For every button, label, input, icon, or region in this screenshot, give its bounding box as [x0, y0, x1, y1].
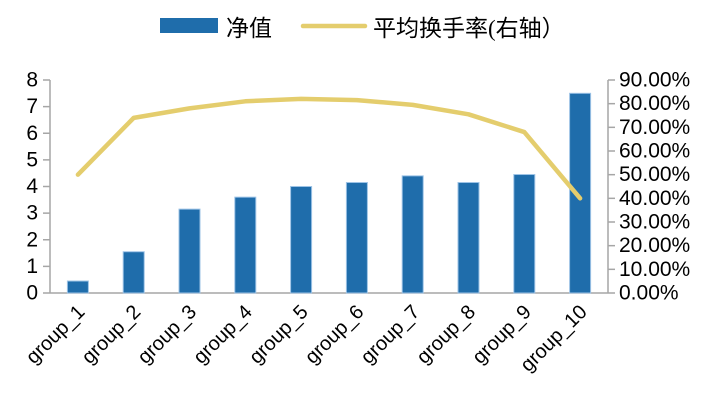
left-axis-tick-label: 4 — [26, 175, 38, 198]
left-axis-tick-label: 0 — [26, 282, 38, 305]
x-axis-category-label: group_3 — [134, 301, 201, 368]
legend-bar-label: 净值 — [226, 16, 272, 41]
legend-bar-swatch-icon — [160, 18, 218, 33]
right-axis-tick-label: 40.00% — [619, 187, 690, 210]
right-axis-tick-label: 30.00% — [619, 211, 690, 234]
right-axis-tick-label: 80.00% — [619, 92, 690, 115]
legend-line-label: 平均换手率(右轴） — [373, 16, 565, 41]
left-axis-tick-label: 8 — [26, 69, 38, 92]
right-axis-tick-label: 0.00% — [619, 282, 679, 305]
right-axis-tick-label: 50.00% — [619, 163, 690, 186]
right-axis-tick-label: 20.00% — [619, 234, 690, 257]
x-axis-category-label: group_6 — [301, 301, 368, 368]
bar-group_1 — [66, 280, 89, 294]
right-axis-tick-label: 60.00% — [619, 140, 690, 163]
turnover-line — [75, 96, 583, 201]
bar-group_2 — [122, 251, 145, 294]
x-axis-category-label: group_7 — [357, 301, 424, 368]
bar-group_7 — [401, 175, 424, 294]
legend: 净值 平均换手率(右轴） — [160, 16, 565, 41]
bar-group_10 — [569, 92, 592, 294]
plot-area: 0123456780.00%10.00%20.00%30.00%40.00%50… — [22, 69, 690, 377]
x-axis-category-label: group_5 — [245, 301, 312, 368]
bar-group_3 — [178, 208, 201, 294]
right-axis-tick-label: 90.00% — [619, 69, 690, 92]
x-axis-category-label: group_8 — [413, 301, 480, 368]
left-axis-tick-label: 2 — [26, 228, 38, 251]
x-axis-category-label: group_4 — [189, 301, 256, 368]
right-axis-tick-label: 70.00% — [619, 116, 690, 139]
left-axis-tick-label: 3 — [26, 202, 38, 225]
x-axis-category-label: group_2 — [78, 301, 145, 368]
bar-group_6 — [345, 182, 368, 294]
left-axis-tick-label: 7 — [26, 95, 38, 118]
bar-group_9 — [513, 174, 536, 294]
x-axis-category-label: group_1 — [22, 301, 89, 368]
left-axis-tick-label: 5 — [26, 148, 38, 171]
bar-group_4 — [234, 196, 257, 294]
bar-group_5 — [290, 186, 313, 294]
left-axis-tick-label: 1 — [26, 255, 38, 278]
left-axis-tick-label: 6 — [26, 122, 38, 145]
right-axis-tick-label: 10.00% — [619, 258, 690, 281]
bar-group_8 — [457, 182, 480, 294]
